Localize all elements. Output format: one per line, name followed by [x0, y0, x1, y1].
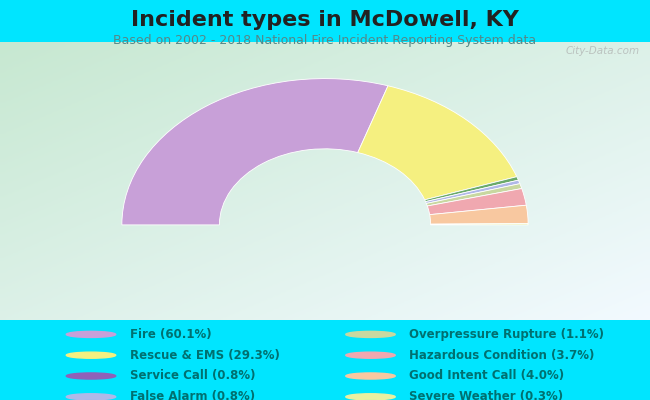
Wedge shape [430, 224, 528, 225]
Text: Good Intent Call (4.0%): Good Intent Call (4.0%) [410, 370, 565, 382]
Circle shape [66, 394, 116, 400]
Circle shape [346, 331, 395, 338]
Text: Based on 2002 - 2018 National Fire Incident Reporting System data: Based on 2002 - 2018 National Fire Incid… [114, 34, 536, 47]
Text: Rescue & EMS (29.3%): Rescue & EMS (29.3%) [130, 349, 280, 362]
Text: False Alarm (0.8%): False Alarm (0.8%) [130, 390, 255, 400]
Text: Severe Weather (0.3%): Severe Weather (0.3%) [410, 390, 564, 400]
Wedge shape [426, 180, 520, 204]
Circle shape [346, 394, 395, 400]
Wedge shape [122, 78, 388, 225]
Text: Fire (60.1%): Fire (60.1%) [130, 328, 212, 341]
Text: Service Call (0.8%): Service Call (0.8%) [130, 370, 255, 382]
Circle shape [346, 373, 395, 379]
Circle shape [346, 352, 395, 358]
Circle shape [66, 352, 116, 358]
Wedge shape [358, 86, 517, 200]
Wedge shape [430, 205, 528, 224]
Wedge shape [427, 188, 526, 215]
Text: Incident types in McDowell, KY: Incident types in McDowell, KY [131, 10, 519, 30]
Text: City-Data.com: City-Data.com [566, 46, 640, 56]
Wedge shape [426, 184, 522, 206]
Wedge shape [424, 177, 519, 202]
Text: Overpressure Rupture (1.1%): Overpressure Rupture (1.1%) [410, 328, 604, 341]
Text: Hazardous Condition (3.7%): Hazardous Condition (3.7%) [410, 349, 595, 362]
Circle shape [66, 331, 116, 338]
Circle shape [66, 373, 116, 379]
